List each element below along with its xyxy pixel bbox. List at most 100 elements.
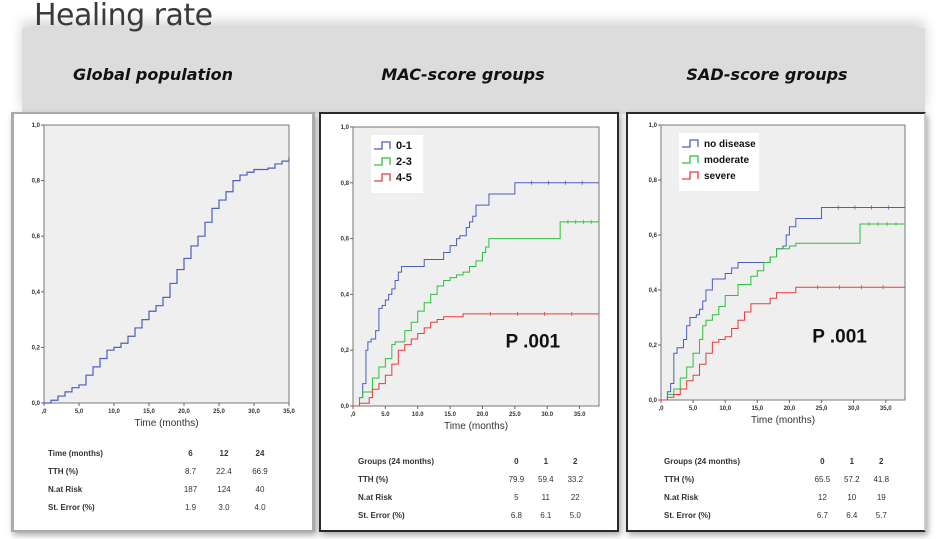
page-title: Healing rate	[34, 0, 213, 33]
legend-label: severe	[704, 171, 736, 182]
risk-table-cell: 5.7	[875, 510, 887, 520]
legend-box	[371, 135, 423, 193]
y-tick-label: 0,4	[32, 290, 41, 296]
x-tick-label: 35,0	[880, 406, 892, 412]
y-tick-label: 0,2	[341, 348, 350, 354]
series-line-4-5	[353, 313, 599, 407]
series-line-global	[44, 156, 290, 404]
series-line-no-disease	[661, 207, 905, 401]
risk-table-sad: Groups (24 months) 0 1 2 TTH (%) 65.5 57.2 41.8…	[664, 452, 896, 524]
risk-table-global: Time (months) 6 12 24 TTH (%) 8.7 22.4 66.9 N.at…	[48, 444, 278, 516]
plot-area	[43, 124, 290, 404]
y-tick-label: 1,0	[341, 125, 350, 131]
risk-table-cell: 8.7	[184, 466, 197, 476]
x-tick-label: 25.0	[509, 412, 521, 418]
risk-table-cell: 41.8	[873, 474, 890, 484]
risk-table-row: TTH (%) 8.7 22.4 66.9	[48, 462, 278, 480]
risk-table-cell: 40	[255, 484, 265, 494]
y-tick-label: 0,0	[341, 404, 350, 410]
risk-table-header: Time (months) 6 12 24	[48, 444, 278, 462]
risk-table-cell: 5	[514, 492, 519, 502]
risk-table-column-header: 1	[543, 456, 549, 466]
risk-table-row: TTH (%) 79.9 59.4 33.2	[358, 470, 590, 488]
risk-table-row-label: TTH (%)	[48, 466, 79, 476]
risk-table-column-header: 6	[188, 448, 193, 458]
risk-table-row-label: TTH (%)	[664, 474, 695, 484]
x-tick-label: 30,0	[848, 406, 860, 412]
risk-table-cell: 66.9	[252, 466, 268, 476]
x-tick-label: 10.0	[412, 412, 424, 418]
risk-table-cell: 187	[183, 484, 198, 494]
risk-table-column-header: 1	[849, 456, 855, 466]
legend-label: 2-3	[396, 156, 412, 168]
risk-table-row-label: N.at Risk	[664, 492, 699, 502]
y-tick-label: 0,2	[649, 343, 658, 349]
x-tick-label: 20,0	[784, 406, 796, 412]
x-tick-label: 10,0	[719, 406, 731, 412]
risk-table-cell: 6.4	[846, 510, 858, 520]
subtitle-sad: SAD-score groups	[686, 65, 848, 84]
risk-table-cell: 11	[541, 492, 550, 502]
x-tick-label: ,0	[658, 406, 664, 412]
y-tick-label: 0,4	[649, 288, 658, 294]
risk-table-row-label: St. Error (%)	[664, 510, 711, 520]
risk-table-mac: Groups (24 months) 0 1 2 TTH (%) 79.9 59.4 33.2…	[358, 452, 590, 524]
x-tick-label: 25,0	[816, 406, 828, 412]
x-tick-label: 15.0	[444, 412, 456, 418]
x-tick-label: 10,0	[108, 409, 120, 415]
risk-table-header: Groups (24 months) 0 1 2	[358, 452, 590, 470]
x-tick-label: ,0	[41, 409, 47, 415]
legend-label: moderate	[704, 155, 749, 166]
risk-table-cell: 33.2	[567, 474, 584, 484]
x-tick-label: 15,0	[143, 409, 155, 415]
x-tick-label: 20,0	[178, 409, 190, 415]
risk-table-row-label: N.at Risk	[48, 484, 83, 494]
y-tick-label: 1,0	[32, 123, 41, 129]
risk-table-row: N.at Risk 5 11 22	[358, 488, 590, 506]
risk-table-cell: 22	[570, 492, 580, 502]
panel-mac: 0,0 0,2 0,4 0,6 0,8 1,0,0 5.0 10.0 15.0 20.0 25.0 3…	[319, 112, 619, 532]
risk-table-column-header: 2	[573, 456, 578, 466]
x-tick-label: 15,0	[751, 406, 763, 412]
legend-swatch	[374, 157, 391, 166]
risk-table-column-header: 0	[820, 456, 825, 466]
series-line-moderate	[661, 223, 905, 401]
risk-table-cell: 124	[217, 484, 231, 494]
legend-label: no disease	[704, 139, 756, 150]
legend-swatch	[682, 155, 699, 164]
risk-table-cell: 5.0	[569, 510, 581, 520]
x-tick-label: 30,0	[248, 409, 260, 415]
risk-table-header-label: Groups (24 months)	[358, 456, 435, 466]
p-value-annotation: P .001	[506, 331, 561, 352]
risk-table-cell: 4.0	[254, 502, 266, 512]
risk-table-cell: 57.2	[844, 474, 860, 484]
x-tick-label: 25,0	[213, 409, 225, 415]
risk-table-row: TTH (%) 65.5 57.2 41.8	[664, 470, 896, 488]
chart-mac: 0,0 0,2 0,4 0,6 0,8 1,0 ,0 5.0 10.0 15.0 20.0 25.0 3…	[341, 125, 600, 432]
legend-box	[679, 133, 759, 191]
y-tick-label: 0,6	[649, 233, 658, 239]
risk-table-cell: 6.1	[540, 510, 552, 520]
panel-sad: 0,0 0,2 0,4 0,6 0,8 1,0 ,0 5,0 10,0 15,0 20,0 25,0 3…	[626, 112, 926, 532]
risk-table-column-header: 0	[514, 456, 519, 466]
risk-table-cell: 6.8	[510, 510, 522, 520]
risk-table-header: Groups (24 months) 0 1 2	[664, 452, 896, 470]
x-tick-label: 35.0	[574, 412, 586, 418]
y-tick-label: 1,0	[649, 123, 658, 129]
y-tick-label: 0,6	[341, 237, 350, 243]
y-tick-label: 0,0	[32, 401, 41, 407]
legend-swatch	[374, 141, 391, 150]
series-line-0-1	[353, 182, 599, 407]
risk-table-cell: 1.9	[184, 502, 197, 512]
risk-table-cell: 65.5	[814, 474, 831, 484]
x-tick-label: 20.0	[477, 412, 489, 418]
subtitle-mac: MAC-score groups	[381, 65, 545, 84]
series-line-2-3	[353, 221, 599, 407]
y-tick-label: 0,8	[341, 181, 350, 187]
y-tick-label: 0,6	[32, 234, 41, 240]
risk-table-row: N.at Risk 187 124 40	[48, 480, 278, 498]
risk-table-cell: 3.0	[218, 502, 230, 512]
legend-swatch	[374, 173, 391, 182]
risk-table-column-header: 12	[219, 448, 229, 458]
risk-table-header-label: Time (months)	[48, 448, 103, 458]
